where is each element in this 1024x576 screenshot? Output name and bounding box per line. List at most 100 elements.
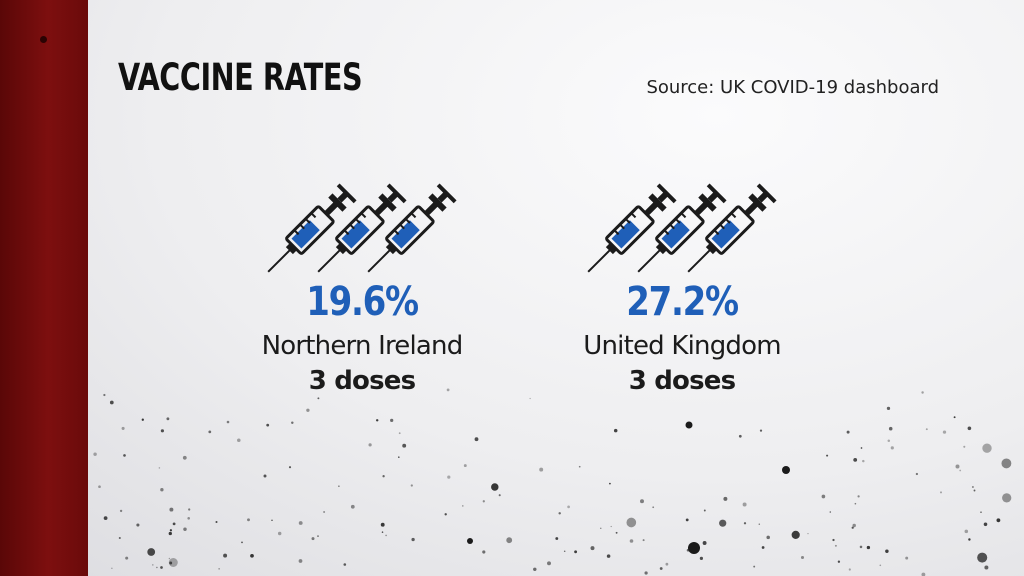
- speckle: [600, 527, 602, 529]
- speckle: [723, 496, 728, 501]
- speckle: [498, 494, 501, 497]
- speckle: [368, 443, 372, 447]
- speckle: [446, 388, 450, 392]
- speckle: [168, 531, 172, 536]
- speckle: [311, 537, 315, 541]
- speckle: [298, 559, 303, 563]
- speckle: [1001, 458, 1012, 469]
- speckle: [271, 519, 273, 522]
- speckle: [158, 467, 161, 469]
- speckle: [266, 423, 270, 427]
- speckle: [609, 482, 611, 485]
- speckle: [323, 511, 326, 513]
- speckle: [766, 535, 770, 540]
- speckle: [851, 526, 854, 529]
- speckle: [644, 571, 648, 575]
- syringe-icon: [687, 183, 777, 273]
- speckle: [567, 505, 570, 509]
- speckle: [506, 537, 513, 544]
- speckle: [169, 529, 173, 532]
- speckle: [447, 475, 451, 479]
- accent-dot: [40, 36, 47, 43]
- speckle: [888, 426, 893, 431]
- speckle: [119, 509, 123, 513]
- speckle: [136, 523, 140, 527]
- speckle: [250, 553, 254, 558]
- speckle: [555, 537, 559, 540]
- speckle: [381, 531, 384, 533]
- speckle: [859, 545, 863, 549]
- speckle: [982, 443, 992, 453]
- speckle: [753, 565, 756, 568]
- region-label: Northern Ireland: [261, 331, 464, 361]
- speckle: [574, 550, 578, 554]
- speckle: [463, 464, 467, 468]
- speckle: [964, 529, 969, 534]
- speckle: [547, 561, 551, 566]
- syringe-icon: [587, 183, 677, 273]
- speckle: [166, 417, 170, 421]
- speckle: [642, 539, 645, 542]
- speckle: [482, 500, 485, 503]
- speckle: [719, 519, 727, 527]
- speckle: [807, 532, 809, 535]
- speckle: [123, 454, 126, 457]
- speckle: [182, 455, 187, 460]
- speckle: [156, 566, 158, 569]
- speckle: [385, 534, 387, 537]
- speckle: [973, 489, 976, 492]
- speckle: [688, 542, 700, 554]
- speckle: [955, 464, 960, 469]
- speckle: [606, 554, 611, 558]
- speckle: [539, 467, 544, 472]
- speckle: [168, 558, 178, 567]
- speckle: [380, 522, 385, 527]
- speckle: [984, 565, 989, 570]
- speckle: [742, 502, 747, 507]
- accent-bar: [0, 0, 88, 576]
- speckle: [98, 485, 101, 489]
- syringe-icons: [267, 183, 457, 273]
- speckle: [187, 517, 190, 520]
- speckle: [398, 456, 400, 458]
- speckle: [1002, 493, 1012, 503]
- speckle: [862, 459, 865, 463]
- speckle: [168, 557, 171, 560]
- syringe-group: [532, 178, 832, 278]
- speckle: [834, 544, 837, 547]
- speckle: [125, 556, 129, 560]
- speckle: [298, 521, 303, 525]
- speckle: [338, 485, 340, 487]
- speckle: [147, 548, 156, 556]
- speckle: [529, 397, 531, 400]
- speckle: [382, 475, 385, 478]
- speckle: [558, 512, 561, 515]
- speckle: [390, 418, 394, 423]
- speckle: [640, 499, 644, 504]
- speckle: [160, 566, 163, 569]
- speckle: [659, 567, 663, 570]
- speckle: [971, 486, 974, 488]
- speckle: [277, 531, 282, 536]
- speckle: [93, 452, 97, 456]
- speckle: [160, 429, 164, 433]
- speckle: [826, 454, 829, 457]
- speckle: [152, 564, 154, 566]
- speckle: [852, 523, 856, 528]
- speckle: [111, 567, 113, 569]
- speckle: [846, 430, 850, 434]
- speckle: [462, 505, 464, 507]
- speckle: [832, 538, 835, 542]
- speckle: [758, 523, 761, 525]
- speckle: [169, 561, 173, 565]
- syringe-icon: [637, 183, 727, 273]
- speckle: [410, 484, 413, 487]
- speckle: [482, 550, 486, 554]
- speckle: [350, 504, 355, 509]
- speckle: [474, 437, 479, 442]
- doses-label: 3 doses: [308, 366, 416, 396]
- speckle: [444, 513, 447, 516]
- speckle: [306, 408, 310, 412]
- speckle: [109, 400, 114, 405]
